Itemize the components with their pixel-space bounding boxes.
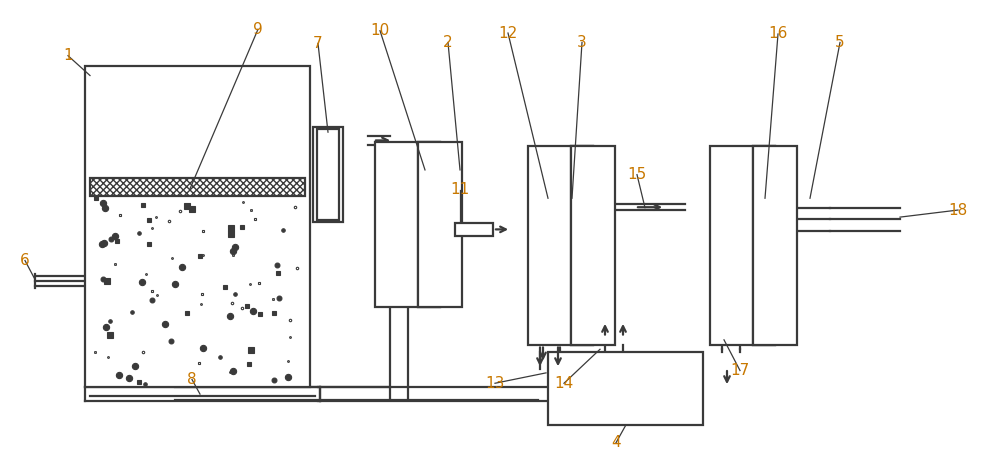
Text: 3: 3 [577, 35, 587, 50]
Bar [710, 146, 775, 345]
Text: 13: 13 [485, 376, 505, 391]
Text: 9: 9 [253, 22, 263, 37]
Bar [418, 142, 462, 307]
Bar [313, 127, 343, 222]
Text: 11: 11 [450, 182, 470, 197]
Bar [317, 129, 339, 220]
Text: 4: 4 [611, 435, 621, 450]
Text: 14: 14 [554, 376, 574, 391]
Bar [753, 146, 797, 345]
Text: 6: 6 [20, 253, 30, 268]
Bar [753, 146, 775, 345]
Text: 2: 2 [443, 35, 453, 50]
Text: 16: 16 [768, 26, 788, 42]
Bar [90, 178, 305, 196]
Text: 17: 17 [730, 363, 750, 378]
Text: 7: 7 [313, 36, 323, 51]
Bar [548, 352, 703, 425]
Bar [571, 146, 615, 345]
Text: 12: 12 [498, 25, 518, 41]
Text: 1: 1 [63, 48, 73, 63]
Text: 8: 8 [187, 372, 197, 387]
Bar [528, 146, 593, 345]
Text: 18: 18 [948, 202, 968, 218]
Bar [455, 223, 493, 236]
Bar [85, 66, 310, 387]
Text: 15: 15 [627, 167, 647, 182]
Bar [571, 146, 593, 345]
Text: 10: 10 [370, 23, 390, 38]
Text: 5: 5 [835, 35, 845, 50]
Bar [418, 142, 440, 307]
Bar [375, 142, 440, 307]
